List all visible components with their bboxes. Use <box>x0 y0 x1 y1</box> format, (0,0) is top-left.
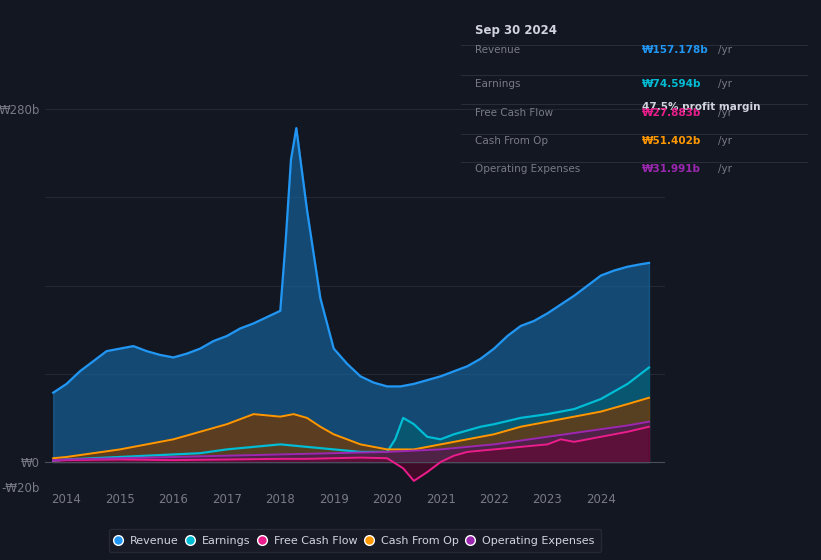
Legend: Revenue, Earnings, Free Cash Flow, Cash From Op, Operating Expenses: Revenue, Earnings, Free Cash Flow, Cash … <box>109 529 601 552</box>
Text: Revenue: Revenue <box>475 45 521 55</box>
Text: ₩157.178b: ₩157.178b <box>641 45 709 55</box>
Text: ₩31.991b: ₩31.991b <box>641 164 700 174</box>
Text: Earnings: Earnings <box>475 78 521 88</box>
Text: /yr: /yr <box>718 45 732 55</box>
Text: /yr: /yr <box>718 136 732 146</box>
Text: /yr: /yr <box>718 78 732 88</box>
Text: Cash From Op: Cash From Op <box>475 136 548 146</box>
Text: Sep 30 2024: Sep 30 2024 <box>475 24 557 37</box>
Text: /yr: /yr <box>718 109 732 118</box>
Text: ₩27.883b: ₩27.883b <box>641 109 701 118</box>
Text: /yr: /yr <box>718 164 732 174</box>
Text: ₩51.402b: ₩51.402b <box>641 136 701 146</box>
Text: 47.5% profit margin: 47.5% profit margin <box>641 102 760 113</box>
Text: Operating Expenses: Operating Expenses <box>475 164 580 174</box>
Text: Free Cash Flow: Free Cash Flow <box>475 109 553 118</box>
Text: ₩74.594b: ₩74.594b <box>641 78 701 88</box>
